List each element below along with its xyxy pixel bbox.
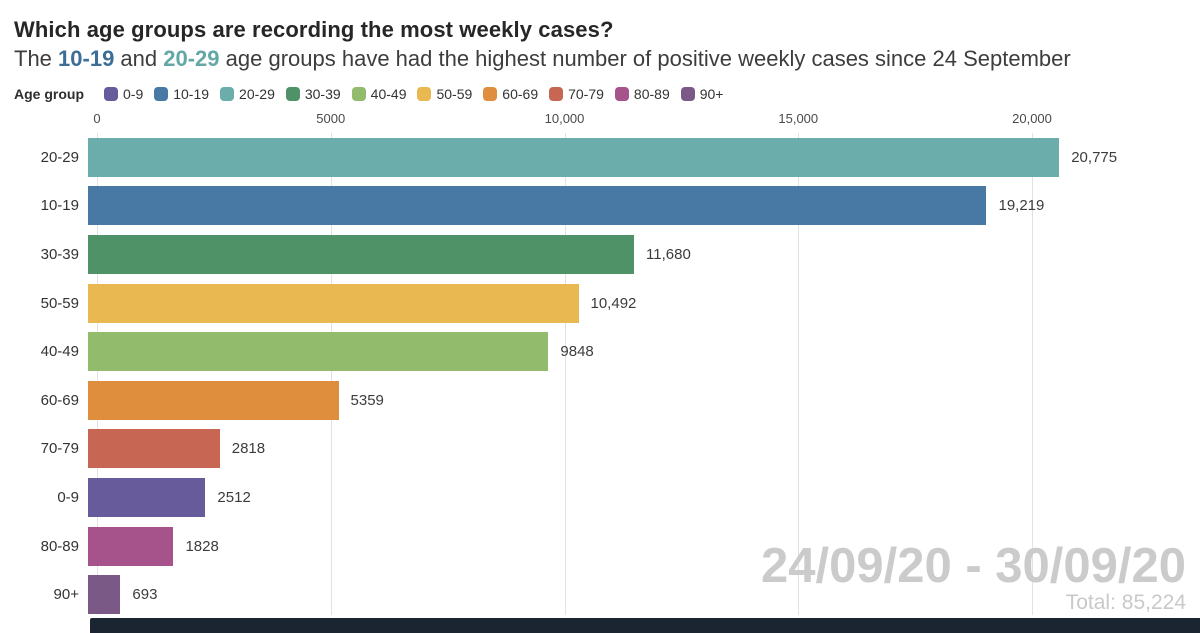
x-axis-tick-label: 0: [93, 111, 101, 126]
bar-20-29[interactable]: [88, 137, 1060, 177]
category-label: 30-39: [40, 245, 79, 263]
bar-50-59[interactable]: [88, 283, 579, 323]
bar-0-9[interactable]: [88, 477, 206, 517]
category-label: 50-59: [40, 294, 79, 312]
value-label: 693: [132, 586, 158, 604]
gridline: [97, 133, 98, 615]
legend-item-80-89[interactable]: 80-89: [614, 86, 670, 102]
legend-swatch-icon: [614, 87, 629, 101]
value-label: 10,492: [590, 294, 637, 312]
legend-swatch-icon: [549, 87, 564, 101]
bar-row-10-19: 10-19 19,219: [0, 182, 1200, 231]
bar-10-19[interactable]: [88, 186, 987, 226]
legend: Age group 0-9 10-19 20-29 30-39 40-49 50-59 60…: [14, 86, 734, 102]
date-range-label: 24/09/20 - 30/09/20: [760, 539, 1186, 593]
legend-item-20-29[interactable]: 20-29: [220, 86, 275, 102]
bar-row-40-49: 40-49 9848: [0, 327, 1200, 376]
legend-swatch-icon: [104, 87, 118, 101]
bar-70-79[interactable]: [88, 429, 220, 469]
category-label: 80-89: [40, 537, 79, 555]
bar-30-39[interactable]: [88, 234, 635, 274]
chart-title: Which age groups are recording the most …: [14, 17, 614, 42]
legend-item-50-59[interactable]: 50-59: [417, 86, 472, 102]
value-label: 19,219: [998, 197, 1045, 215]
legend-item-label: 10-19: [173, 86, 210, 102]
bar-row-0-9: 0-9 2512: [0, 473, 1200, 522]
legend-item-label: 30-39: [304, 86, 341, 102]
value-label: 2818: [231, 440, 266, 458]
legend-item-0-9[interactable]: 0-9: [104, 86, 143, 102]
category-label: 60-69: [40, 391, 79, 409]
legend-item-90+[interactable]: 90+: [680, 86, 724, 102]
legend-swatch-icon: [417, 87, 432, 101]
bar-row-80-89: 80-89 1828: [0, 522, 1200, 571]
category-label: 70-79: [40, 440, 79, 458]
category-label: 90+: [53, 586, 79, 604]
bar-row-60-69: 60-69 5359: [0, 376, 1200, 425]
value-label: 5359: [350, 391, 384, 409]
legend-item-70-79[interactable]: 70-79: [549, 86, 604, 102]
legend-item-label: 60-69: [502, 86, 539, 102]
bar-60-69[interactable]: [88, 380, 339, 420]
legend-swatch-icon: [483, 87, 498, 101]
legend-item-40-49[interactable]: 40-49: [351, 86, 407, 102]
value-label: 1828: [185, 537, 219, 555]
category-label: 40-49: [40, 343, 79, 361]
x-axis-tick-label: 15,000: [778, 111, 819, 126]
timeline-slider[interactable]: [90, 618, 1200, 633]
legend-swatch-icon: [154, 87, 169, 101]
legend-swatch-icon: [680, 87, 695, 101]
category-label: 20-29: [40, 148, 79, 166]
bar-row-30-39: 30-39 11,680: [0, 230, 1200, 279]
bar-40-49[interactable]: [88, 332, 549, 372]
value-label: 2512: [217, 488, 251, 506]
total-label: Total: 85,224: [1065, 591, 1186, 614]
legend-swatch-icon: [285, 87, 300, 101]
gridline: [1032, 133, 1033, 615]
legend-item-60-69[interactable]: 60-69: [483, 86, 538, 102]
value-label: 9848: [560, 343, 594, 361]
category-label: 0-9: [57, 488, 79, 506]
legend-item-label: 90+: [699, 86, 724, 102]
legend-swatch-icon: [220, 87, 235, 101]
value-label: 20,775: [1071, 148, 1118, 166]
legend-item-label: 50-59: [436, 86, 473, 102]
bar-rows: 20-29 20,775 10-19 19,219 30-39 11,680 50-59 10…: [0, 133, 1200, 619]
legend-item-label: 0-9: [123, 86, 144, 102]
legend-item-label: 80-89: [633, 86, 670, 102]
x-axis-tick-label: 5000: [316, 111, 346, 126]
legend-swatch-icon: [351, 87, 366, 101]
gridline: [798, 133, 800, 615]
legend-title: Age group: [14, 86, 84, 102]
legend-item-label: 20-29: [239, 86, 275, 102]
gridline: [564, 133, 566, 615]
legend-item-10-19[interactable]: 10-19: [154, 86, 209, 102]
legend-item-label: 70-79: [568, 86, 604, 102]
bar-row-70-79: 70-79 2818: [0, 425, 1200, 474]
subtitle-prefix: The: [14, 46, 59, 71]
subtitle-middle: and: [114, 46, 164, 71]
subtitle-highlight-10-19: 10-19: [58, 46, 115, 71]
bar-row-20-29: 20-29 20,775: [0, 133, 1200, 182]
value-label: 11,680: [646, 245, 691, 263]
bar-80-89[interactable]: [88, 526, 174, 566]
bar-row-50-59: 50-59 10,492: [0, 279, 1200, 328]
subtitle-suffix: age groups have had the highest number o…: [219, 46, 1071, 71]
subtitle-highlight-20-29: 20-29: [163, 46, 220, 71]
x-axis-tick-label: 10,000: [544, 111, 585, 126]
gridline: [330, 133, 332, 615]
legend-item-label: 40-49: [370, 86, 407, 102]
category-label: 10-19: [40, 197, 79, 215]
bar-90+[interactable]: [88, 575, 121, 615]
chart-subtitle: The 10-19 and 20-29 age groups have had …: [14, 46, 1071, 72]
x-axis-tick-label: 20,000: [1012, 111, 1052, 126]
legend-item-30-39[interactable]: 30-39: [285, 86, 341, 102]
bar-row-90+: 90+ 693: [0, 570, 1200, 619]
